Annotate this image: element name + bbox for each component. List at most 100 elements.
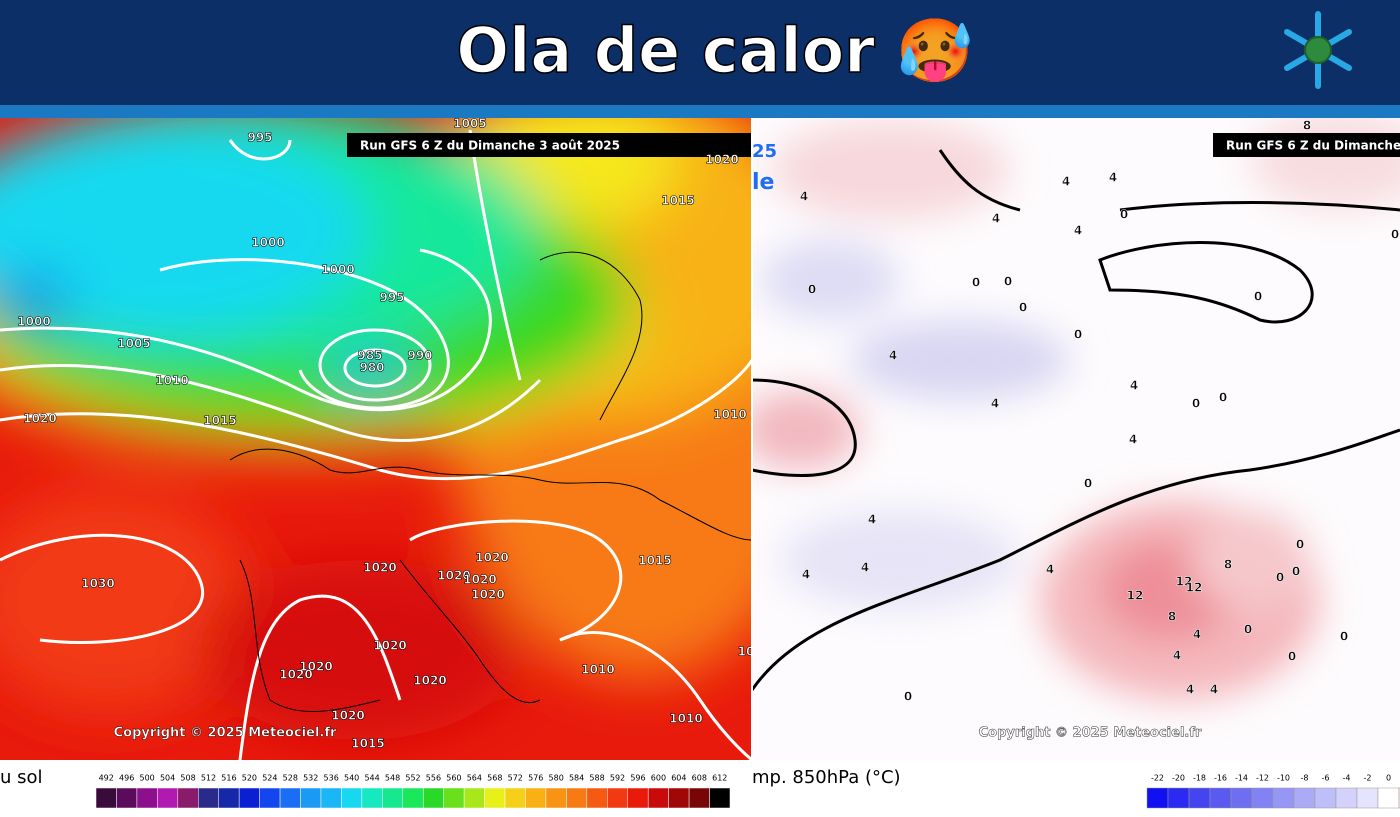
- run-label: Run GFS 6 Z du Dimanche 3 août 2025: [360, 139, 620, 153]
- isobar-label: 1000: [251, 236, 284, 250]
- scale-swatch: [238, 787, 260, 809]
- isobar-label: 1020: [413, 674, 446, 688]
- isotherm-label: 8: [1168, 610, 1176, 624]
- isobar-label: 1020: [463, 573, 496, 587]
- scale-swatch: [607, 787, 628, 809]
- scale-label: 576: [528, 774, 543, 783]
- scale-swatch: [1251, 787, 1274, 809]
- scale-label: -6: [1322, 774, 1330, 783]
- scale-swatch: [1209, 787, 1232, 809]
- header-bar: [0, 0, 1400, 105]
- isobar-label: 1010: [669, 712, 702, 726]
- isotherm-label: 4: [1193, 628, 1201, 642]
- scale-swatch: [566, 787, 588, 809]
- isotherm-label: 0: [1192, 397, 1200, 411]
- isotherm-label: 4: [992, 212, 1000, 226]
- scale-label: 600: [651, 774, 666, 783]
- scale-swatch: [382, 787, 404, 809]
- scale-label: 544: [364, 774, 379, 783]
- isotherm-label: 0: [1391, 228, 1399, 242]
- scale-swatch: [1230, 787, 1253, 809]
- color-scale: -22-20-18-16-14-12-10-8-6-4-202: [1146, 774, 1400, 809]
- isotherm-label: 0: [1084, 477, 1092, 491]
- isotherm-label: 0: [808, 283, 816, 297]
- scale-label: 568: [487, 774, 502, 783]
- snowflake-logo: [1284, 11, 1352, 89]
- isotherm-label: 4: [1130, 379, 1138, 393]
- scale-label: -22: [1151, 774, 1164, 783]
- scale-swatch: [259, 787, 281, 809]
- isotherm-label: 0: [1004, 275, 1012, 289]
- isotherm-label: 12: [1176, 575, 1193, 589]
- scale-swatch: [1335, 787, 1358, 809]
- isotherm-label: 0: [1074, 328, 1082, 342]
- run-label: Run GFS 6 Z du Dimanche: [1226, 139, 1400, 153]
- isotherm-label: 12: [1127, 589, 1144, 603]
- isotherm-label: 4: [1062, 175, 1070, 189]
- isobar-label: 1020: [23, 412, 56, 426]
- isobar-label: 990: [407, 349, 432, 363]
- isobar-label: 1015: [351, 737, 384, 751]
- scale-label: 496: [119, 774, 134, 783]
- scale-label: 548: [385, 774, 400, 783]
- scale-label: 572: [508, 774, 523, 783]
- isobar-label: 1020: [373, 639, 406, 653]
- isobar-label: 1020: [437, 569, 470, 583]
- isotherm-label: 4: [861, 561, 869, 575]
- scale-swatch: [157, 787, 179, 809]
- scale-label: -10: [1277, 774, 1290, 783]
- isotherm-label: 12: [1186, 581, 1203, 595]
- scale-label: 0: [1386, 774, 1391, 783]
- isotherm-label: 0: [1292, 565, 1300, 579]
- isotherm-label: 4: [991, 397, 999, 411]
- isotherm-label: 0: [1296, 538, 1304, 552]
- scale-swatch: [504, 787, 526, 809]
- isotherm-label: 0: [1288, 650, 1296, 664]
- copyright: Copyright © 2025 Meteociel.fr: [114, 726, 337, 741]
- page-title: Ola de calor 🥵: [456, 14, 973, 87]
- isobar-label: 10: [738, 645, 755, 659]
- scale-label: 516: [221, 774, 236, 783]
- scale-swatch: [341, 787, 363, 809]
- scale-swatch: [402, 787, 424, 809]
- scale-swatch: [1188, 787, 1211, 809]
- scale-label: 608: [692, 774, 707, 783]
- isotherm-label: 4: [1186, 683, 1194, 697]
- isotherm-label: 4: [889, 349, 897, 363]
- isobar-label: 1020: [299, 660, 332, 674]
- scale-label: 588: [589, 774, 604, 783]
- isotherm-label: 4: [1210, 683, 1218, 697]
- partial-text: 25: [752, 141, 777, 162]
- isobar-label: 1020: [475, 551, 508, 565]
- scale-swatch: [709, 787, 731, 809]
- scale-label: -16: [1214, 774, 1227, 783]
- isotherm-label: 4: [1109, 171, 1117, 185]
- isotherm-label: 0: [1219, 391, 1227, 405]
- isobar-label: 1015: [203, 414, 236, 428]
- scale-label: 564: [467, 774, 482, 783]
- scale-swatch: [1377, 787, 1400, 809]
- scale-swatch: [320, 787, 342, 809]
- scale-label: 532: [303, 774, 318, 783]
- scale-label: -14: [1235, 774, 1248, 783]
- isobar-label: 1000: [321, 263, 354, 277]
- isobar-label: 1015: [638, 554, 671, 568]
- isotherm-label: 4: [1129, 433, 1137, 447]
- scale-swatch: [136, 787, 158, 809]
- isotherm-label: 8: [1224, 558, 1232, 572]
- scale-swatch: [1293, 787, 1316, 809]
- scale-label: -8: [1301, 774, 1309, 783]
- scale-swatch: [586, 787, 608, 809]
- isobar-label: 1010: [581, 663, 614, 677]
- scale-swatch: [1167, 787, 1190, 809]
- scale-swatch: [116, 787, 138, 809]
- scale-label: 592: [610, 774, 625, 783]
- scale-label: 504: [160, 774, 175, 783]
- isobar-label: 1015: [661, 194, 694, 208]
- scale-label: 612: [712, 774, 727, 783]
- scale-label: 512: [201, 774, 216, 783]
- scale-label: 580: [549, 774, 564, 783]
- scale-swatch: [627, 787, 649, 809]
